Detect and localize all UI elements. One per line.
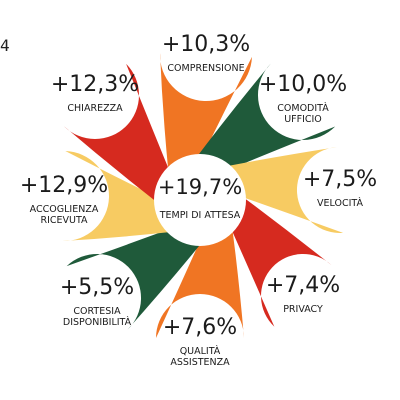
- petal-badges: +10,3%COMPRENSIONE+10,0%COMODITÀUFFICIO+…: [20, 16, 377, 375]
- label-comodita-ufficio-line-1: COMODITÀ: [277, 102, 329, 114]
- badge-circle-velocita: [304, 154, 376, 226]
- label-velocita-line-1: VELOCITÀ: [317, 197, 363, 209]
- badge-chiarezza: +12,3% CHIAREZZA: [51, 58, 139, 132]
- percent-accoglienza-ricevuta: +12,9%: [20, 173, 108, 198]
- label-comodita-ufficio-line-2: UFFICIO: [284, 114, 322, 125]
- badge-circle-privacy: [268, 261, 338, 331]
- badge-circle-accoglienza-ricevuta: [26, 158, 102, 234]
- percent-privacy: +7,4%: [266, 273, 340, 298]
- label-accoglienza-ricevuta-line-2: RICEVUTA: [40, 215, 88, 226]
- percent-velocita: +7,5%: [303, 167, 377, 192]
- badge-circle-cortesia-disponibilita: [60, 261, 134, 335]
- badge-privacy: +7,4% PRIVACY: [266, 261, 340, 331]
- percent-comprensione: +10,3%: [162, 32, 250, 57]
- edge-fragment-text: 4: [0, 36, 10, 55]
- label-comprensione-line-1: COMPRENSIONE: [167, 63, 244, 74]
- label-chiarezza-line-1: CHIAREZZA: [67, 103, 123, 114]
- percent-comodita-ufficio: +10,0%: [259, 72, 347, 97]
- center-circle: [154, 154, 246, 246]
- percent-chiarezza: +12,3%: [51, 72, 139, 97]
- badge-circle-chiarezza: [58, 58, 132, 132]
- badge-circle-qualita-assistenza: [163, 301, 237, 375]
- badge-comprensione: +10,3% COMPRENSIONE: [162, 16, 250, 94]
- badge-circle-comprensione: [167, 16, 245, 94]
- badge-circle-comodita-ufficio: [265, 57, 341, 133]
- percent-cortesia-disponibilita: +5,5%: [60, 275, 134, 300]
- center-percent: +19,7%: [158, 175, 242, 199]
- label-qualita-assistenza-line-1: QUALITÀ: [180, 345, 221, 357]
- label-qualita-assistenza-line-2: ASSISTENZA: [170, 357, 230, 368]
- label-cortesia-disponibilita-line-2: DISPONIBILITÀ: [63, 316, 132, 328]
- percent-qualita-assistenza: +7,6%: [163, 315, 237, 340]
- label-accoglienza-ricevuta-line-1: ACCOGLIENZA: [30, 204, 99, 215]
- label-cortesia-disponibilita-line-1: CORTESIA: [73, 306, 121, 317]
- label-privacy-line-1: PRIVACY: [283, 304, 323, 315]
- badge-velocita: +7,5% VELOCITÀ: [303, 154, 377, 226]
- center-hub: +19,7% TEMPI DI ATTESA: [154, 154, 246, 246]
- center-label-line-1: TEMPI DI ATTESA: [159, 210, 241, 221]
